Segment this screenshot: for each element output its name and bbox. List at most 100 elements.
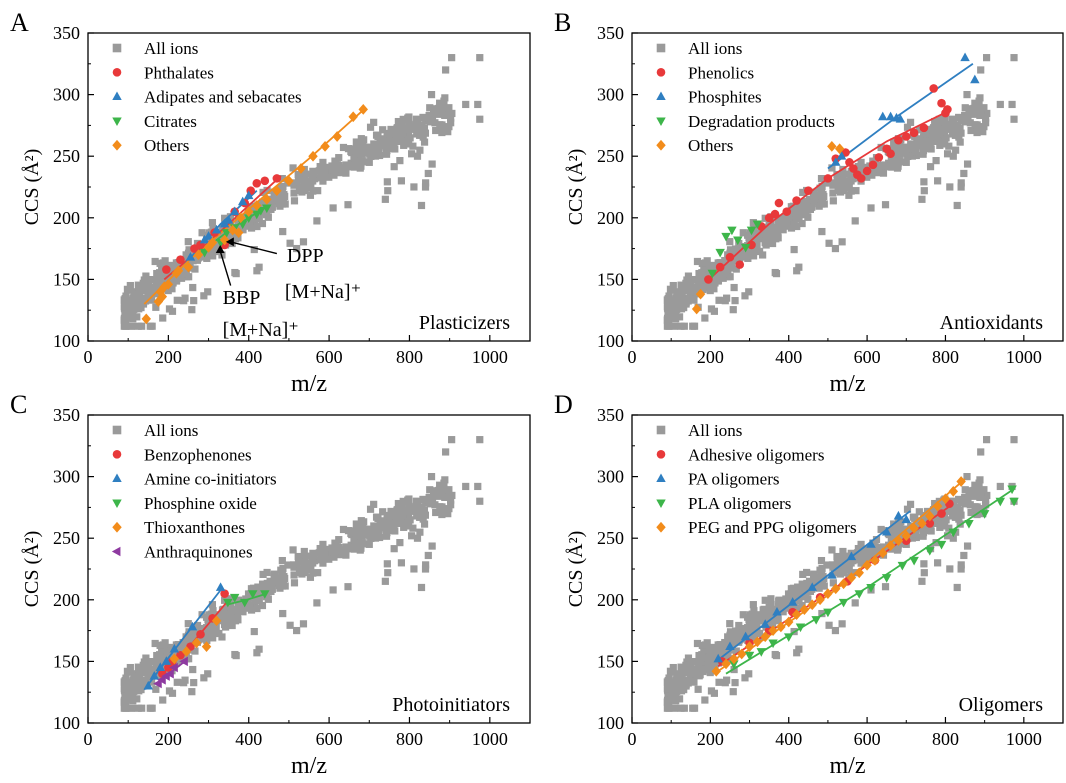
data-point [895, 114, 906, 123]
all-ions-point [290, 571, 298, 579]
all-ions-point [726, 238, 734, 246]
legend-marker [656, 521, 666, 533]
data-point [929, 84, 938, 93]
all-ions-point [296, 567, 304, 575]
all-ions-point [973, 128, 981, 137]
all-ions-point [974, 104, 983, 112]
all-ions-point [325, 555, 333, 563]
data-point [849, 164, 858, 173]
all-ions-point [817, 556, 826, 565]
all-ions-point [879, 162, 888, 170]
all-ions-point [325, 173, 333, 181]
all-ions-point [146, 704, 154, 712]
all-ions-point [384, 569, 392, 577]
data-point [191, 637, 202, 649]
all-ions-point [314, 569, 322, 577]
data-point [866, 584, 876, 593]
all-ions-point [286, 239, 294, 247]
data-point [744, 651, 755, 661]
all-ions-point [945, 507, 953, 515]
all-ions-point [180, 297, 188, 305]
all-ions-point [1008, 100, 1016, 109]
y-tick-label: 150 [53, 269, 80, 289]
all-ions-point [677, 283, 686, 291]
data-point [193, 249, 204, 261]
data-point [838, 598, 849, 608]
data-point [862, 559, 872, 571]
all-ions-point [342, 162, 350, 170]
fit-line [143, 586, 224, 691]
all-ions-point [804, 213, 812, 221]
all-ions-point [151, 257, 159, 266]
data-point [243, 206, 254, 218]
all-ions-point [960, 169, 968, 178]
all-ions-point [156, 269, 164, 277]
all-ions-point [309, 167, 317, 175]
all-ions-point [264, 595, 272, 603]
panel-letter: D [554, 390, 573, 419]
all-ions-point [314, 187, 322, 195]
all-ions-point [973, 110, 981, 118]
data-point [792, 196, 801, 205]
all-ions-point [176, 641, 184, 649]
series-points [185, 190, 254, 261]
all-ions-point [760, 605, 768, 613]
all-ions-point [307, 559, 315, 567]
all-ions-point [364, 530, 373, 539]
all-ions-point [414, 116, 422, 124]
data-point [704, 275, 713, 284]
all-ions-point [184, 620, 192, 628]
all-ions-point [790, 245, 798, 254]
all-ions-point [817, 174, 826, 183]
data-point [752, 220, 763, 230]
all-ions-point [424, 551, 432, 560]
all-ions-point [142, 654, 150, 662]
all-ions-point [250, 627, 258, 636]
data-point [203, 231, 214, 240]
all-ions-point [313, 217, 321, 225]
all-ions-point [142, 272, 150, 280]
legend: All ions Phthalates Adipates and sebacates… [112, 39, 302, 155]
all-ions-point [771, 650, 779, 659]
all-ions-point [920, 178, 928, 186]
all-ions-point [159, 641, 168, 649]
data-point [804, 186, 813, 195]
all-ions-point [663, 322, 671, 330]
all-ions-point [663, 696, 672, 704]
all-ions-point [138, 704, 146, 712]
panel-d: D 0 200 400 600 800 1000 100 150 200 250 300 350 m/z C… [554, 390, 1064, 779]
data-point [358, 104, 368, 115]
data-point [760, 631, 770, 643]
data-point [768, 625, 778, 636]
y-tick-label: 250 [53, 146, 80, 166]
all-ions-point [373, 144, 381, 152]
data-point [799, 604, 810, 616]
all-ions-point [840, 170, 849, 178]
all-ions-point [408, 532, 416, 540]
data-point [870, 555, 880, 566]
all-ions-point [851, 217, 859, 225]
all-ions-point [960, 551, 968, 560]
all-ions-point [747, 249, 755, 257]
y-axis-label: CCS (Å²) [21, 531, 43, 608]
all-ions-point [309, 549, 317, 557]
all-ions-point [666, 285, 675, 293]
legend-label: Thioxanthones [144, 518, 245, 537]
data-point [707, 269, 718, 279]
data-point [894, 135, 903, 145]
all-ions-point [193, 621, 202, 630]
all-ions-point [963, 542, 972, 550]
all-ions-point [387, 507, 395, 516]
data-point [272, 174, 282, 183]
all-ions-point [756, 611, 764, 619]
data-point [925, 547, 935, 556]
data-point [782, 207, 792, 216]
all-ions-point [745, 288, 753, 296]
all-ions-point [373, 526, 381, 534]
all-ions-point [946, 183, 954, 191]
y-tick-label: 100 [597, 331, 624, 351]
data-point [725, 641, 735, 651]
data-point [199, 248, 210, 258]
all-ions-point [228, 621, 236, 630]
x-tick-label: 0 [628, 729, 637, 749]
